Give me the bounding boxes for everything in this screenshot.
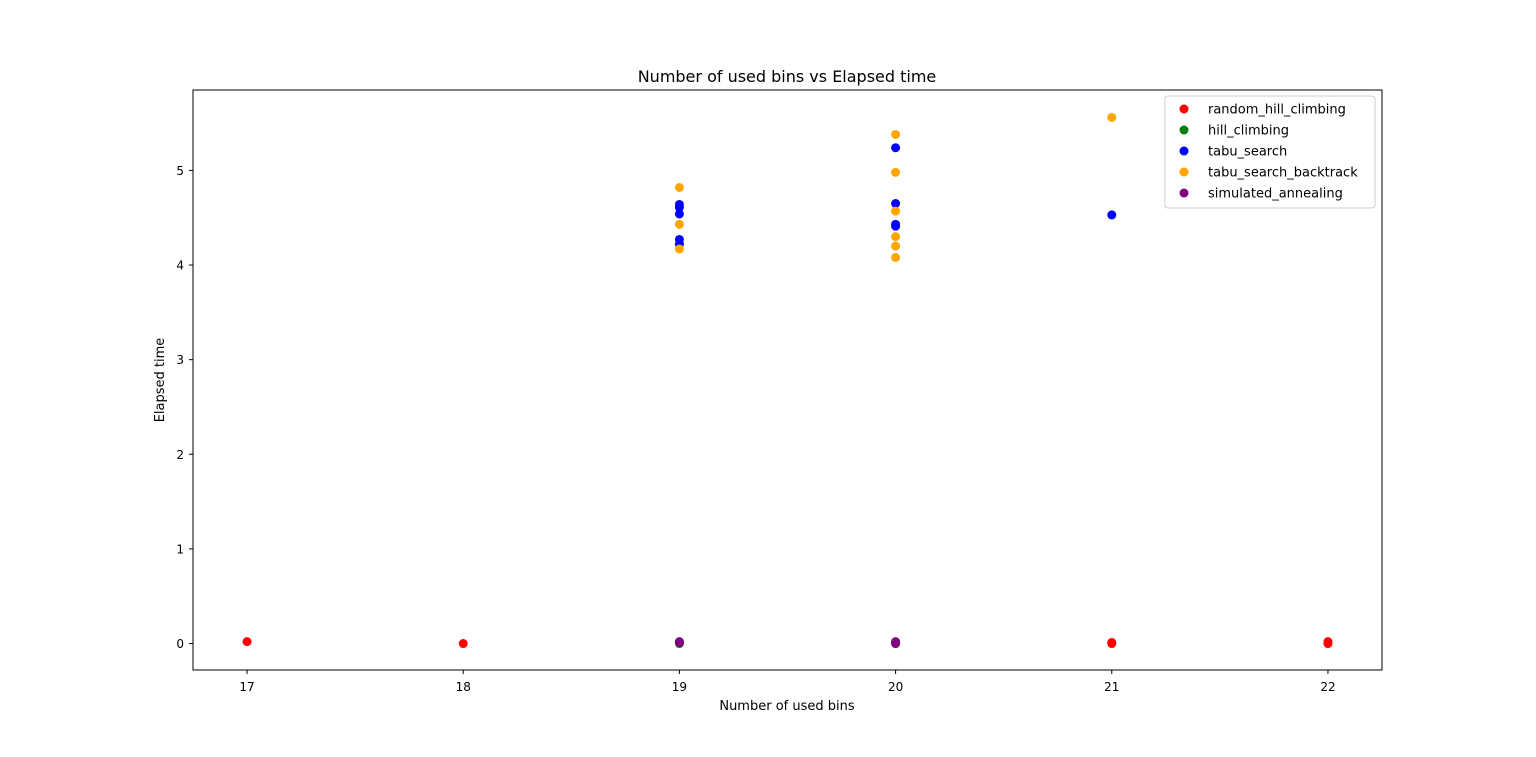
data-point-tabu-search-backtrack-6: [891, 232, 901, 242]
data-point-simulated-annealing-1: [674, 638, 684, 648]
data-point-tabu-search-1: [674, 202, 684, 212]
data-point-tabu-search-backtrack-5: [891, 206, 901, 216]
legend-box: [1164, 95, 1376, 209]
data-point-tabu-search-backtrack-9: [1107, 112, 1117, 122]
data-point-tabu-search-2: [674, 209, 684, 219]
chart-title: Number of used bins vs Elapsed time: [638, 67, 937, 86]
data-point-simulated-annealing-3: [891, 639, 901, 649]
legend-label-tabu-search: tabu_search: [1208, 145, 1287, 160]
legend-marker-tabu-search: [1179, 146, 1189, 156]
axis-ticks: 17 18 19 20 21 22 0 1 2 3 4 5: [176, 164, 1335, 694]
data-point-tabu-search-5: [891, 143, 901, 153]
x-tick-label: 18: [456, 680, 471, 694]
data-points: [242, 112, 1333, 649]
data-point-tabu-search-9: [1107, 210, 1117, 220]
data-point-random-hill-climbing-7: [1323, 639, 1333, 649]
legend-marker-random-hill-climbing: [1179, 104, 1189, 114]
x-tick-label: 17: [239, 680, 254, 694]
data-point-tabu-search-backtrack-1: [674, 219, 684, 229]
y-tick-label: 3: [176, 353, 184, 367]
y-tick-label: 2: [176, 448, 184, 462]
x-tick-label: 22: [1320, 680, 1335, 694]
legend-label-tabu-search-backtrack: tabu_search_backtrack: [1208, 166, 1358, 181]
plot-area-frame: [192, 89, 1383, 671]
data-point-tabu-search-backtrack-3: [891, 129, 901, 139]
legend-marker-tabu-search-backtrack: [1179, 167, 1189, 177]
data-point-tabu-search-6: [891, 199, 901, 209]
y-tick-label: 0: [176, 637, 184, 651]
y-axis-label: Elapsed time: [153, 338, 168, 423]
x-tick-label: 19: [672, 680, 687, 694]
legend-marker-simulated-annealing: [1179, 188, 1189, 198]
legend-label-hill-climbing: hill_climbing: [1208, 124, 1289, 139]
data-point-tabu-search-backtrack-0: [674, 182, 684, 192]
data-point-tabu-search-backtrack-7: [891, 241, 901, 251]
x-axis-label: Number of used bins: [719, 699, 855, 714]
y-tick-label: 5: [176, 164, 184, 178]
legend: random_hill_climbing hill_climbing tabu_se…: [1164, 95, 1376, 209]
data-point-random-hill-climbing-0: [242, 637, 252, 647]
y-tick-label: 4: [176, 259, 184, 273]
data-point-random-hill-climbing-5: [1107, 639, 1117, 649]
data-point-tabu-search-8: [891, 221, 901, 231]
legend-label-simulated-annealing: simulated_annealing: [1208, 187, 1343, 202]
y-tick-label: 1: [176, 542, 184, 556]
data-point-tabu-search-backtrack-8: [891, 252, 901, 262]
x-tick-label: 21: [1104, 680, 1119, 694]
x-tick-label: 20: [888, 680, 903, 694]
legend-marker-hill-climbing: [1179, 125, 1189, 135]
legend-label-random-hill-climbing: random_hill_climbing: [1208, 103, 1346, 118]
data-point-tabu-search-backtrack-4: [891, 167, 901, 177]
data-point-random-hill-climbing-1: [458, 639, 468, 649]
data-point-tabu-search-backtrack-2: [674, 244, 684, 254]
